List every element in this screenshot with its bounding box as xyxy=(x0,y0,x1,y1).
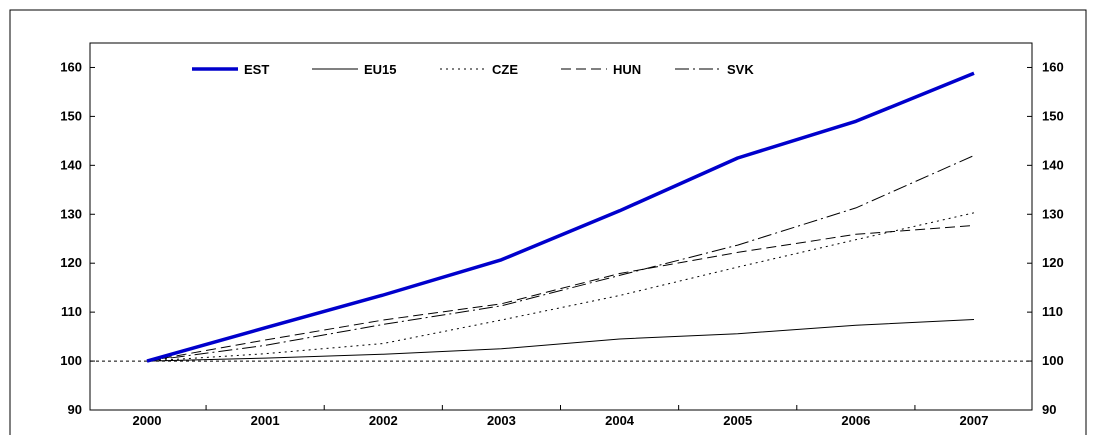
series-line-cze xyxy=(146,212,975,362)
y-tick-label-right: 120 xyxy=(1042,255,1064,270)
legend-label-svk: SVK xyxy=(727,62,754,77)
series-line-eu15 xyxy=(146,319,975,362)
x-tick-label: 2004 xyxy=(605,413,635,428)
y-tick-label-left: 90 xyxy=(68,402,82,417)
x-tick-label: 2007 xyxy=(960,413,989,428)
y-tick-label-right: 160 xyxy=(1042,59,1064,74)
y-tick-label-left: 100 xyxy=(60,353,82,368)
figure-border xyxy=(9,9,1087,435)
legend-label-cze: CZE xyxy=(492,62,518,77)
x-tick-label: 2005 xyxy=(723,413,752,428)
y-tick-label-right: 140 xyxy=(1042,157,1064,172)
y-tick-label-right: 150 xyxy=(1042,108,1064,123)
y-tick-label-right: 110 xyxy=(1042,304,1063,319)
y-tick-label-left: 150 xyxy=(60,108,82,123)
x-tick-label: 2001 xyxy=(251,413,280,428)
x-tick-label: 2006 xyxy=(841,413,870,428)
legend-label-eu15: EU15 xyxy=(364,62,397,77)
series-line-est xyxy=(146,71,975,363)
series-line-svk xyxy=(146,155,975,362)
x-tick-label: 2002 xyxy=(369,413,398,428)
plot-area xyxy=(89,42,1033,411)
y-tick-label-left: 160 xyxy=(60,59,82,74)
y-tick-label-right: 130 xyxy=(1042,206,1064,221)
y-tick-label-right: 100 xyxy=(1042,353,1064,368)
y-tick-label-left: 120 xyxy=(60,255,82,270)
x-tick-label: 2000 xyxy=(133,413,162,428)
y-tick-label-left: 140 xyxy=(60,157,82,172)
y-tick-label-right: 90 xyxy=(1042,402,1056,417)
y-tick-label-left: 130 xyxy=(60,206,82,221)
y-tick-label-left: 110 xyxy=(61,304,82,319)
x-tick-label: 2003 xyxy=(487,413,516,428)
legend-label-hun: HUN xyxy=(613,62,641,77)
series-line-hun xyxy=(146,225,975,362)
legend-label-est: EST xyxy=(244,62,269,77)
